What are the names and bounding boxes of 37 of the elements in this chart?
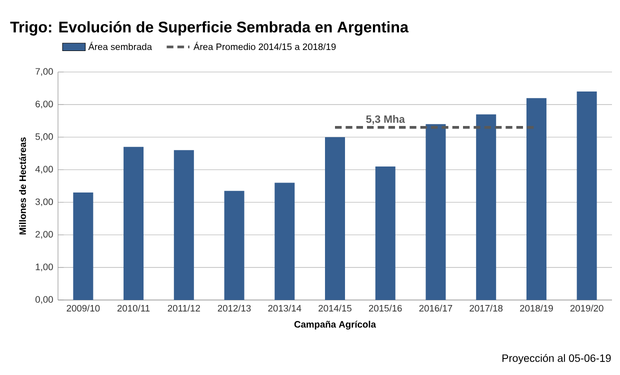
y-tick-label: 4,00 bbox=[35, 166, 53, 174]
y-axis-title: Millones de Hectáreas bbox=[19, 137, 26, 234]
bar bbox=[476, 114, 496, 300]
y-tick-label: 3,00 bbox=[35, 198, 53, 206]
chart-title: Trigo: Evolución de Superficie Sembrada en Argentina bbox=[10, 21, 409, 36]
x-tick-label: 2010/11 bbox=[117, 304, 150, 312]
x-tick-label: 2009/10 bbox=[66, 304, 100, 312]
text: Proyección al 05-06-19 bbox=[502, 354, 611, 364]
y-tick-label: 0,00 bbox=[35, 296, 53, 304]
bar bbox=[426, 124, 446, 300]
x-tick-label: 2014/15 bbox=[318, 304, 352, 312]
y-tick-label: 6,00 bbox=[36, 100, 53, 108]
bar bbox=[124, 146, 144, 300]
x-tick-label: 2015/16 bbox=[368, 304, 402, 312]
x-axis-title: Campaña Agrícola bbox=[294, 320, 376, 330]
y-tick-label: 5,00 bbox=[36, 133, 53, 141]
bar bbox=[274, 182, 295, 300]
y-tick-label: 2,00 bbox=[36, 231, 53, 239]
x-tick-label: 2012/13 bbox=[218, 304, 251, 312]
bar bbox=[325, 137, 346, 300]
x-tick-label: 2011/12 bbox=[168, 304, 200, 312]
annotation: 5,3 Mha bbox=[366, 115, 405, 124]
bar bbox=[526, 98, 546, 300]
bar bbox=[224, 190, 244, 300]
bar bbox=[174, 150, 194, 300]
x-tick-label: 2018/19 bbox=[520, 304, 553, 312]
x-tick-label: 2013/14 bbox=[268, 304, 302, 312]
y-tick-label: 1,00 bbox=[36, 264, 53, 272]
x-tick-label: 2019/20 bbox=[570, 304, 604, 312]
bar bbox=[375, 166, 396, 300]
y-tick-label: 7,00 bbox=[36, 68, 53, 76]
bar bbox=[73, 192, 94, 300]
legend-label: Área Promedio 2014/15 a 2018/19 bbox=[193, 42, 336, 50]
x-tick-label: 2017/18 bbox=[470, 304, 503, 312]
x-tick-label: 2016/17 bbox=[419, 304, 452, 312]
bar bbox=[576, 92, 597, 300]
legend-label: Área sembrada bbox=[88, 42, 152, 50]
